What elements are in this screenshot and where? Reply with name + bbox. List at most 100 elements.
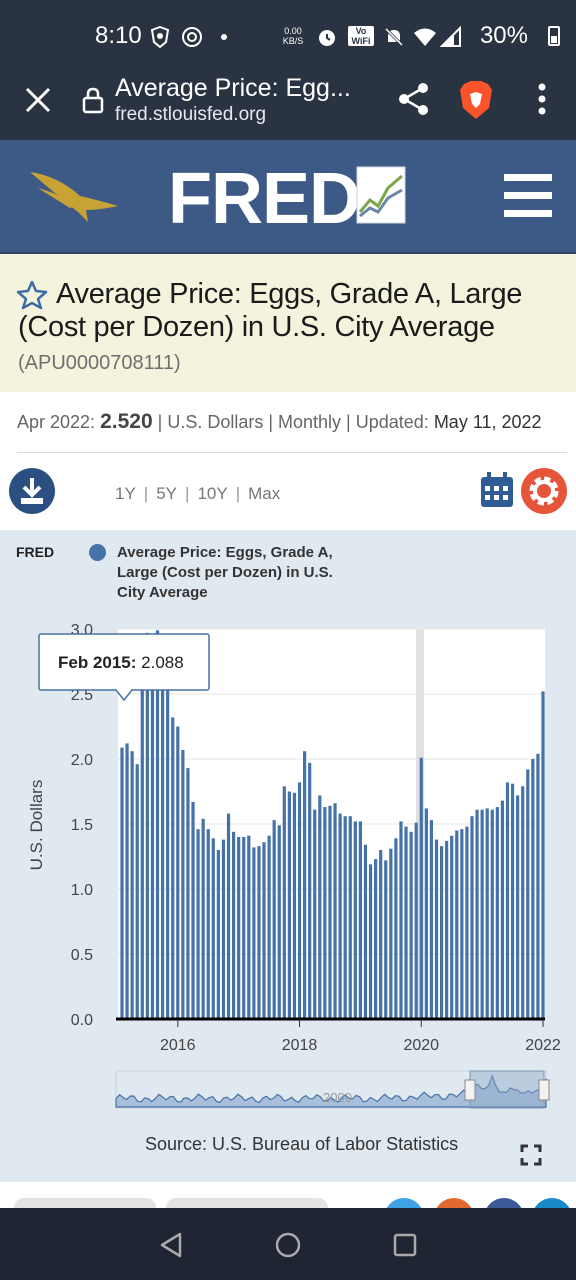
bar[interactable]: [181, 749, 185, 1019]
bar[interactable]: [404, 826, 408, 1019]
bar[interactable]: [455, 830, 459, 1020]
bar[interactable]: [313, 809, 317, 1019]
below-fold-pill[interactable]: [166, 1198, 328, 1208]
settings-gear-icon[interactable]: [521, 468, 567, 514]
bar[interactable]: [242, 837, 246, 1019]
back-icon[interactable]: [158, 1232, 184, 1258]
bar[interactable]: [419, 757, 423, 1019]
bar[interactable]: [272, 820, 276, 1019]
bar[interactable]: [531, 759, 535, 1019]
bar[interactable]: [171, 717, 175, 1019]
range-10y[interactable]: 10Y: [197, 484, 228, 503]
brave-lion-icon[interactable]: [458, 80, 494, 120]
star-icon[interactable]: [16, 280, 48, 310]
bar[interactable]: [409, 831, 413, 1019]
bar[interactable]: [130, 751, 134, 1019]
bar[interactable]: [166, 684, 170, 1019]
range-max[interactable]: Max: [248, 484, 281, 503]
bar[interactable]: [389, 848, 393, 1019]
bar[interactable]: [536, 753, 540, 1019]
bar[interactable]: [155, 630, 160, 1019]
fullscreen-icon[interactable]: [520, 1144, 542, 1166]
share-social-icon[interactable]: [484, 1198, 524, 1208]
bar[interactable]: [308, 762, 312, 1019]
bar[interactable]: [211, 838, 215, 1019]
bar[interactable]: [277, 825, 281, 1019]
bar[interactable]: [465, 826, 469, 1019]
bar[interactable]: [125, 743, 129, 1019]
bar[interactable]: [526, 769, 530, 1019]
share-social-icon[interactable]: [384, 1198, 424, 1208]
share-social-icon[interactable]: [434, 1198, 474, 1208]
chart-svg[interactable]: 0.00.51.01.52.02.53.0 2016 2018 2020 2022 U…: [0, 530, 576, 1130]
bar[interactable]: [318, 795, 322, 1019]
legend-label[interactable]: Average Price: Eggs, Grade A, Large (Cos…: [117, 544, 333, 601]
bar[interactable]: [414, 822, 418, 1019]
share-social-icon[interactable]: [532, 1198, 572, 1208]
bar[interactable]: [333, 803, 337, 1019]
eagle-logo-icon[interactable]: [28, 166, 123, 226]
fred-logo-text[interactable]: FRED: [168, 159, 361, 239]
bar[interactable]: [368, 864, 373, 1019]
bar[interactable]: [196, 829, 200, 1019]
recents-icon[interactable]: [393, 1233, 417, 1257]
bar[interactable]: [303, 751, 307, 1019]
bar[interactable]: [475, 809, 479, 1019]
bar[interactable]: [338, 813, 342, 1019]
calendar-icon[interactable]: [480, 472, 514, 508]
bar[interactable]: [358, 821, 362, 1019]
bar[interactable]: [216, 850, 220, 1019]
bar[interactable]: [394, 838, 398, 1019]
hamburger-menu-icon[interactable]: [504, 174, 552, 218]
range-1y[interactable]: 1Y: [115, 484, 136, 503]
close-icon[interactable]: [24, 86, 52, 114]
range-5y[interactable]: 5Y: [156, 484, 178, 503]
bar[interactable]: [399, 821, 403, 1019]
bar[interactable]: [374, 859, 378, 1019]
bar[interactable]: [353, 821, 357, 1019]
bar[interactable]: [439, 846, 444, 1019]
bar[interactable]: [237, 837, 241, 1019]
bar[interactable]: [384, 860, 388, 1019]
overflow-menu-icon[interactable]: [528, 82, 556, 116]
navigator-handle-right[interactable]: [538, 1079, 550, 1101]
bar[interactable]: [521, 786, 525, 1019]
bar[interactable]: [206, 829, 210, 1019]
bar[interactable]: [505, 782, 510, 1019]
bar[interactable]: [120, 747, 124, 1019]
bar[interactable]: [160, 661, 165, 1020]
bar[interactable]: [490, 809, 494, 1019]
bar[interactable]: [485, 808, 489, 1019]
bar[interactable]: [460, 829, 464, 1019]
bar[interactable]: [379, 850, 383, 1019]
bar[interactable]: [343, 816, 347, 1019]
bar[interactable]: [252, 847, 256, 1019]
bar[interactable]: [145, 632, 149, 1019]
bar[interactable]: [221, 839, 226, 1019]
navigator-handle-left[interactable]: [464, 1079, 476, 1101]
bar[interactable]: [247, 835, 251, 1019]
bar[interactable]: [480, 809, 484, 1019]
share-icon[interactable]: [398, 82, 430, 116]
bar[interactable]: [262, 842, 266, 1019]
bar[interactable]: [348, 816, 352, 1019]
bar[interactable]: [470, 816, 474, 1019]
bar[interactable]: [541, 691, 545, 1019]
bar[interactable]: [191, 801, 195, 1019]
bar[interactable]: [297, 782, 302, 1019]
bar[interactable]: [328, 805, 332, 1019]
bar[interactable]: [257, 846, 261, 1019]
bar[interactable]: [282, 786, 286, 1019]
bar[interactable]: [267, 835, 271, 1019]
bar[interactable]: [363, 844, 368, 1019]
bar[interactable]: [450, 835, 454, 1019]
bar[interactable]: [429, 820, 434, 1019]
bar[interactable]: [186, 768, 190, 1019]
bar[interactable]: [292, 792, 297, 1019]
below-fold-pill[interactable]: [14, 1198, 156, 1208]
url-domain[interactable]: fred.stlouisfed.org: [115, 104, 267, 125]
bar[interactable]: [150, 666, 155, 1019]
bar[interactable]: [445, 840, 449, 1019]
bar[interactable]: [135, 764, 139, 1019]
fred-logo-graph-icon[interactable]: [356, 166, 406, 224]
